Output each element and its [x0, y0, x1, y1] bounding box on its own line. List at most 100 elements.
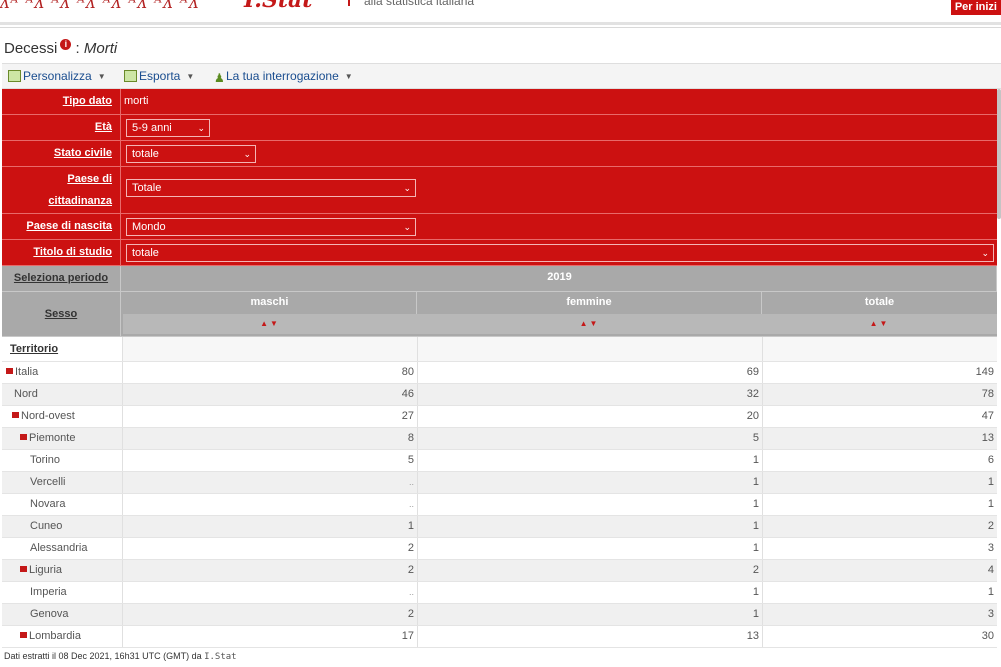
table-row: Liguria 2 2 4 [2, 560, 997, 582]
value-cell: 5 [417, 428, 762, 449]
filter-row-birth-country: Paese di nascita Mondo ⌄ [2, 214, 997, 240]
value-cell: 149 [762, 362, 997, 383]
value-cell: 2 [122, 538, 417, 559]
row-label: Nord-ovest [12, 406, 75, 427]
filter-row-marital-status: Stato civile totale ⌄ [2, 141, 997, 167]
value-cell: 2 [417, 560, 762, 581]
filter-label-birth-country[interactable]: Paese di nascita [2, 214, 121, 239]
value-cell: 27 [122, 406, 417, 427]
istat-logo[interactable]: I.Stat [244, 0, 313, 13]
collapse-icon[interactable] [20, 632, 27, 638]
value-cell: 80 [122, 362, 417, 383]
marital-status-select[interactable]: totale ⌄ [126, 145, 256, 163]
table-row: Italia 80 69 149 [2, 362, 997, 384]
sort-arrows-icon[interactable]: ▲▼ [579, 319, 600, 328]
collapse-icon[interactable] [6, 368, 13, 374]
territory-name: Liguria [29, 564, 63, 576]
info-icon[interactable]: i [60, 39, 72, 50]
user-query-menu[interactable]: ♟La tua interrogazione ▼ [214, 68, 353, 85]
territory-name: Lombardia [29, 630, 81, 642]
column-females: femmine [417, 292, 762, 314]
sort-bar: ▲▼ ▲▼ ▲▼ [123, 314, 997, 334]
value-cell: 17 [122, 626, 417, 647]
value-cell: 20 [417, 406, 762, 427]
filter-label-citizenship[interactable]: Paese di cittadinanza [2, 167, 121, 213]
period-header-row: Seleziona periodo 2019 [2, 266, 997, 292]
customize-icon [8, 70, 21, 82]
collapse-icon[interactable] [12, 412, 19, 418]
chevron-down-icon: ⌄ [243, 149, 251, 159]
chevron-down-icon: ▼ [97, 72, 106, 81]
table-row: Nord 46 32 78 [2, 384, 997, 406]
value-cell: 1 [417, 516, 762, 537]
export-menu[interactable]: Esporta ▼ [124, 68, 194, 84]
filter-label-marital-status[interactable]: Stato civile [2, 141, 121, 166]
value-cell: 6 [762, 450, 997, 471]
column-males: maschi [123, 292, 417, 314]
row-label: Novara [30, 494, 65, 515]
filter-label-data-type[interactable]: Tipo dato [2, 89, 121, 114]
logo-separator [348, 0, 350, 6]
select-period-link[interactable]: Seleziona periodo [2, 266, 121, 291]
territory-name: Nord-ovest [21, 410, 75, 422]
value-cell: 32 [417, 384, 762, 405]
sort-arrows-icon[interactable]: ▲▼ [869, 319, 890, 328]
customize-menu[interactable]: Personalizza ▼ [8, 68, 106, 84]
territory-name: Genova [30, 608, 69, 620]
value-cell: 1 [417, 450, 762, 471]
collapse-icon[interactable] [20, 434, 27, 440]
vertical-scrollbar[interactable] [997, 89, 1001, 219]
value-cell: 46 [122, 384, 417, 405]
value-cell: 1 [762, 582, 997, 603]
collapse-icon[interactable] [20, 566, 27, 572]
birth-country-select-value: Mondo [132, 221, 166, 233]
territory-name: Cuneo [30, 520, 63, 532]
marital-status-select-value: totale [132, 148, 159, 160]
empty-cell [417, 337, 762, 361]
logo-decoration: ᴧᴬ ᴬᴧ ᴬᴧ ᴬᴧ ᴬᴧ ᴬᴧ ᴬᴧ ᴬᴧ [0, 0, 200, 13]
chevron-down-icon: ▼ [344, 72, 353, 81]
footer-brand: I.Stat [204, 652, 237, 662]
value-cell: 3 [762, 604, 997, 625]
territory-name: Alessandria [30, 542, 88, 554]
row-label: Piemonte [20, 428, 75, 449]
value-cell: 1 [122, 516, 417, 537]
age-select[interactable]: 5-9 anni ⌄ [126, 119, 210, 137]
export-label: Esporta [139, 69, 181, 83]
value-cell: .. [122, 582, 417, 603]
chevron-down-icon: ⌄ [197, 123, 205, 133]
header-divider [0, 22, 1001, 25]
territory-label-link[interactable]: Territorio [10, 343, 59, 355]
table-row: Vercelli.. 1 1 [2, 472, 997, 494]
row-label: Vercelli [30, 472, 65, 493]
value-cell: 1 [417, 494, 762, 515]
value-cell: 2 [762, 516, 997, 537]
filter-label-age[interactable]: Età [2, 115, 121, 140]
birth-country-select[interactable]: Mondo ⌄ [126, 218, 416, 236]
table-row: Nord-ovest 27 20 47 [2, 406, 997, 428]
education-select[interactable]: totale ⌄ [126, 244, 994, 262]
column-total: totale [864, 296, 895, 308]
sort-arrows-icon[interactable]: ▲▼ [260, 319, 280, 328]
table-row: Piemonte 8 5 13 [2, 428, 997, 450]
citizenship-select[interactable]: Totale ⌄ [126, 179, 416, 197]
start-button[interactable]: Per inizi [950, 0, 1001, 15]
education-select-value: totale [132, 247, 159, 259]
value-cell: 78 [762, 384, 997, 405]
value-cell: 5 [122, 450, 417, 471]
table-row: Imperia.. 1 1 [2, 582, 997, 604]
filter-label-education[interactable]: Titolo di studio [2, 240, 121, 265]
dataset-subtitle: Morti [83, 40, 118, 57]
toolbar: Personalizza ▼ Esporta ▼ ♟La tua interroga… [2, 63, 1001, 89]
value-cell: .. [122, 494, 417, 515]
value-cell: 1 [762, 472, 997, 493]
footer-note: Dati estratti il 08 Dec 2021, 16h31 UTC … [4, 651, 237, 662]
dataset-title: Decessi [4, 40, 58, 57]
chevron-down-icon: ⌄ [981, 248, 989, 258]
table-row: Genova 2 1 3 [2, 604, 997, 626]
period-year: 2019 [123, 266, 997, 291]
sex-label-link[interactable]: Sesso [2, 292, 121, 336]
value-cell: 30 [762, 626, 997, 647]
value-cell: 69 [417, 362, 762, 383]
value-cell: .. [122, 472, 417, 493]
